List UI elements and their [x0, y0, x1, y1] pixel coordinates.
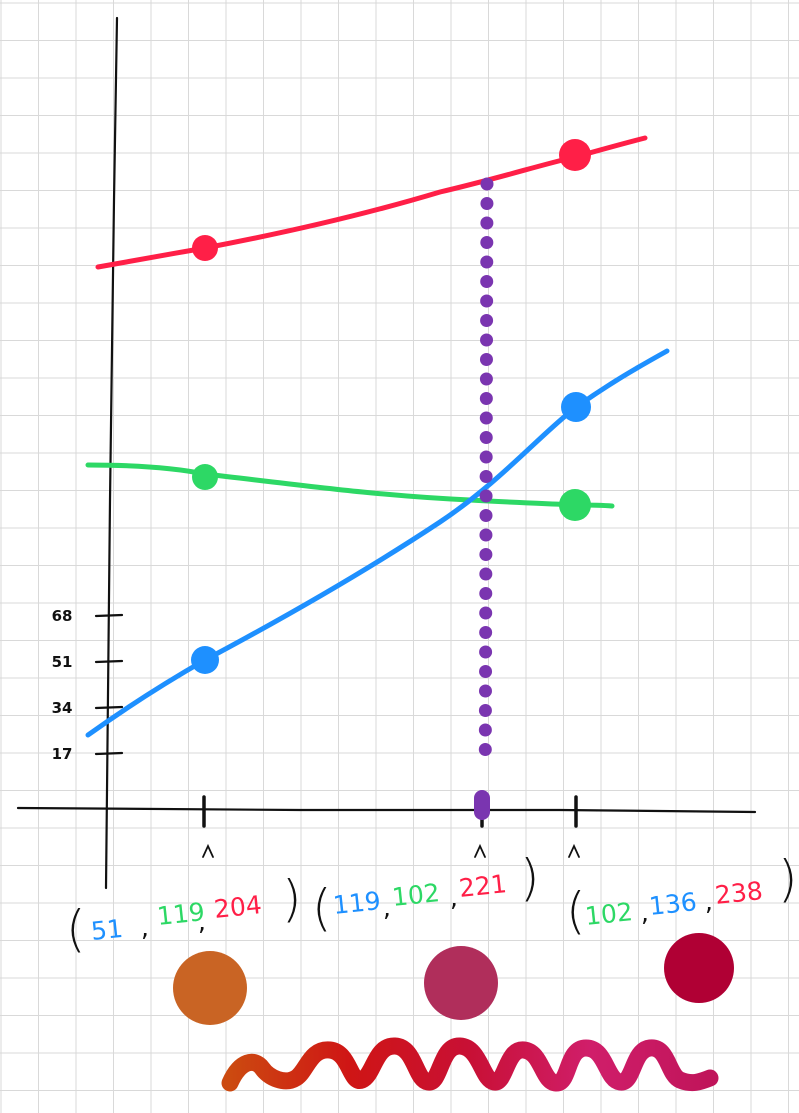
interpolation-dot [478, 704, 492, 717]
rgb-value: 119 [156, 897, 206, 931]
interpolation-dot [478, 684, 492, 698]
interpolation-dot [479, 567, 493, 581]
y-tick-label: 17 [52, 745, 73, 763]
color-swatch [424, 946, 498, 1020]
y-axis [104, 16, 119, 890]
interpolation-dot [478, 743, 492, 756]
interpolation-dot [480, 236, 494, 249]
blue-marker [191, 646, 219, 674]
color-swatch [173, 951, 247, 1025]
interpolation-dot [480, 216, 494, 230]
rgb-triples: (51 119 204,,)(119 102 221,,)(102 136 238,,) [66, 849, 798, 958]
interpolation-dot [479, 665, 493, 678]
color-swatch [664, 933, 734, 1003]
interpolation-dot [479, 626, 493, 639]
y-tick-label: 51 [52, 653, 73, 671]
y-tick-mark [94, 613, 124, 618]
rgb-value: 238 [714, 876, 764, 910]
y-tick-label: 34 [52, 699, 73, 717]
interpolation-dot [479, 372, 493, 386]
interpolation-dot [479, 587, 493, 600]
comma: , [141, 913, 149, 942]
rgb-value: 136 [648, 887, 698, 921]
comma: , [383, 893, 391, 922]
interpolation-dot [478, 723, 492, 737]
interpolation-dot [479, 528, 493, 542]
close-paren: ) [520, 849, 540, 907]
red-marker [559, 139, 591, 171]
interpolation-dot [480, 333, 494, 347]
close-paren: ) [778, 850, 798, 908]
axes [16, 16, 757, 890]
interpolation-dot [479, 548, 493, 561]
y-tick-mark [94, 659, 124, 664]
y-tick-label: 68 [52, 607, 73, 625]
open-paren: ( [566, 882, 586, 940]
interpolation-dot [479, 606, 493, 620]
color-swatches [173, 933, 734, 1025]
blue-series-line [85, 348, 670, 738]
rgb-value: 204 [213, 890, 263, 924]
x-axis [16, 806, 757, 814]
interpolation-dot [479, 353, 493, 366]
green-marker [559, 489, 591, 521]
y-ticks: 17 34 51 68 [52, 607, 124, 763]
interpolation-dot [479, 431, 493, 444]
comma: , [641, 898, 649, 927]
rgb-value: 102 [391, 878, 441, 912]
gradient-squiggle [221, 1037, 719, 1092]
interpolation-dot [480, 177, 494, 191]
y-tick-mark [94, 751, 124, 756]
rgb-value: 51 [90, 914, 125, 946]
interpolation-dot [480, 294, 494, 308]
caret-arrow [568, 843, 580, 858]
caret-arrow [474, 843, 486, 858]
blue-marker [561, 392, 591, 422]
interpolation-dot [479, 392, 493, 405]
interpolation-dot [480, 314, 494, 327]
comma: , [450, 883, 458, 912]
rgb-value: 221 [458, 869, 508, 903]
rgb-value: 119 [332, 886, 382, 920]
interpolation-dot [480, 255, 494, 269]
open-paren: ( [312, 879, 332, 937]
interpolation-dot [479, 645, 493, 659]
caret-arrow [202, 843, 214, 858]
red-marker [192, 235, 218, 261]
close-paren: ) [282, 870, 302, 928]
green-marker [192, 464, 218, 490]
interpolation-dot [480, 275, 494, 288]
series-markers [191, 139, 591, 674]
interpolation-dot [479, 509, 493, 522]
interpolation-dot [479, 450, 493, 464]
interpolation-dot [479, 411, 493, 425]
interpolation-dot [479, 470, 493, 483]
y-tick-mark [94, 705, 124, 710]
comma: , [705, 887, 713, 916]
comma: , [198, 907, 206, 936]
interpolation-dot [480, 197, 494, 210]
interpolation-dot-end [474, 790, 490, 820]
interpolation-dots [474, 177, 494, 820]
x-ticks [202, 795, 580, 858]
rgb-value: 102 [584, 897, 634, 931]
interpolation-dot [479, 489, 493, 503]
green-series-line [85, 462, 615, 509]
open-paren: ( [66, 900, 86, 958]
